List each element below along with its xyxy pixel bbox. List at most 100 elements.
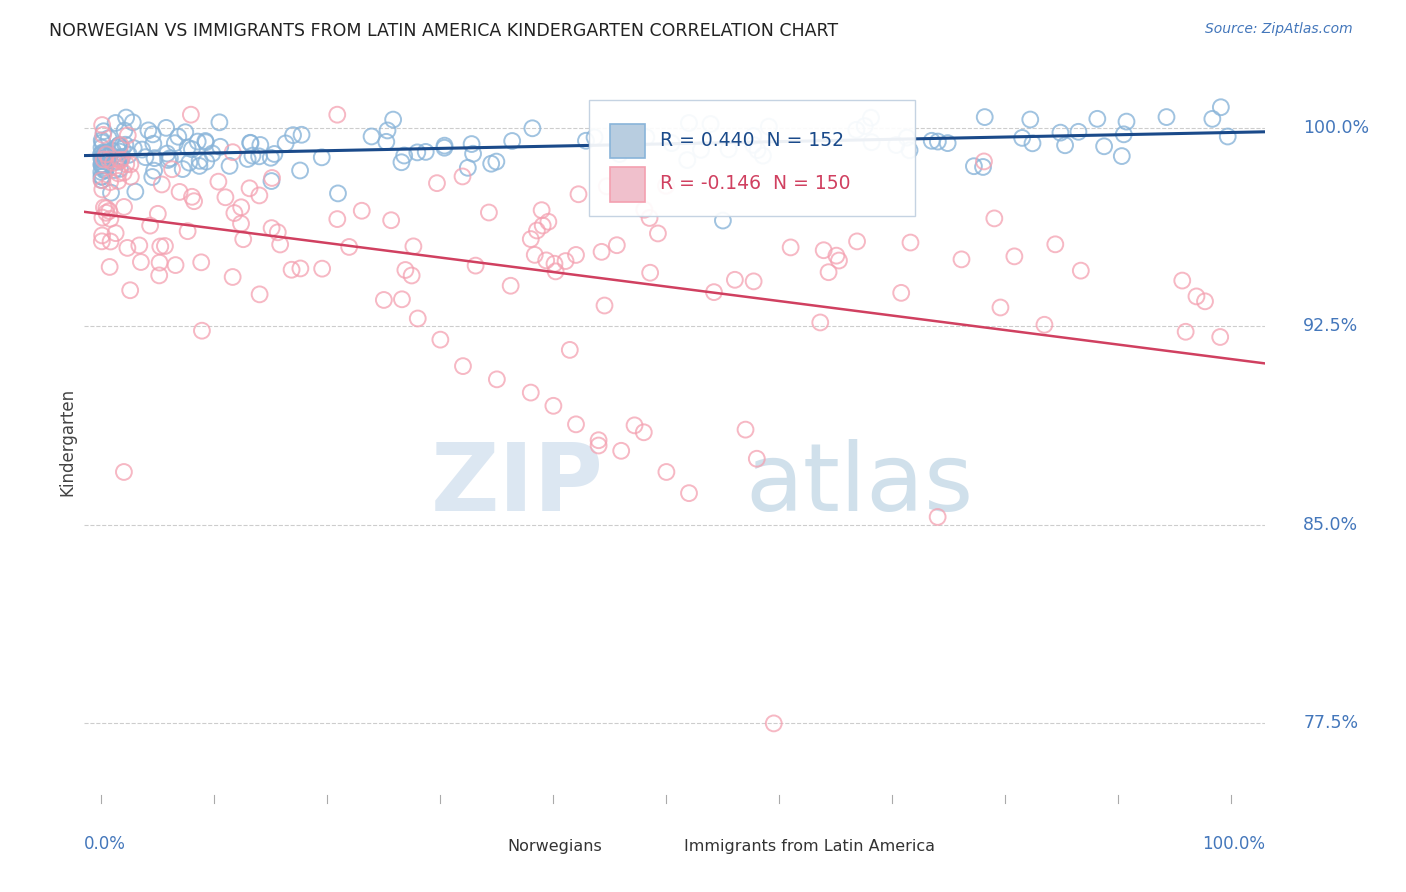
Text: 100.0%: 100.0% xyxy=(1303,119,1369,136)
Text: atlas: atlas xyxy=(745,439,974,531)
Point xyxy=(520,385,543,400)
Point xyxy=(90,158,112,172)
Point xyxy=(138,123,160,137)
Text: 92.5%: 92.5% xyxy=(1303,318,1358,335)
Point xyxy=(110,153,132,167)
Point xyxy=(520,232,543,246)
Point xyxy=(150,178,173,192)
Point xyxy=(717,142,740,156)
Point xyxy=(593,299,616,313)
Point xyxy=(478,205,501,219)
Point xyxy=(973,154,995,169)
Point xyxy=(1054,138,1077,153)
Point xyxy=(567,187,589,202)
Point xyxy=(274,136,297,151)
Point xyxy=(118,148,141,162)
Point xyxy=(1112,128,1135,142)
Point xyxy=(163,136,186,150)
Point xyxy=(111,150,134,164)
Point xyxy=(128,238,150,252)
Point xyxy=(326,108,349,122)
Point xyxy=(260,170,283,185)
Point xyxy=(326,212,349,227)
Point xyxy=(747,143,769,157)
Point xyxy=(575,134,598,148)
Point xyxy=(190,255,212,269)
Point xyxy=(526,223,548,237)
Point xyxy=(360,129,382,144)
Point xyxy=(845,123,868,137)
Point xyxy=(896,130,918,145)
Point xyxy=(406,311,429,326)
Point xyxy=(433,138,456,153)
Point xyxy=(554,254,576,268)
Point xyxy=(846,235,869,249)
Point xyxy=(927,135,949,149)
FancyBboxPatch shape xyxy=(610,124,645,158)
Point xyxy=(391,155,413,169)
Point xyxy=(623,418,645,433)
Point xyxy=(479,157,502,171)
Point xyxy=(936,136,959,150)
Point xyxy=(90,235,112,249)
Point xyxy=(983,211,1005,226)
Point xyxy=(107,174,129,188)
Point xyxy=(247,188,270,202)
Point xyxy=(172,162,194,177)
FancyBboxPatch shape xyxy=(589,100,915,216)
Point xyxy=(90,152,112,166)
Point xyxy=(950,252,973,267)
Point xyxy=(174,125,197,139)
Point xyxy=(610,443,633,458)
Point xyxy=(1011,131,1033,145)
Point xyxy=(112,465,135,479)
Point xyxy=(91,159,114,173)
Point xyxy=(1201,112,1223,126)
Point xyxy=(543,257,565,271)
Point xyxy=(101,155,124,169)
Point xyxy=(93,152,115,166)
Point xyxy=(311,261,333,276)
Point xyxy=(131,143,153,157)
Point xyxy=(963,159,986,173)
Point xyxy=(375,135,398,149)
Point xyxy=(93,148,115,162)
Point xyxy=(1185,289,1208,303)
Point xyxy=(108,145,131,159)
Point xyxy=(188,159,211,173)
Point xyxy=(239,136,262,150)
Point xyxy=(633,202,655,217)
Point xyxy=(530,203,553,218)
Point xyxy=(711,213,734,227)
Point xyxy=(90,140,112,154)
Point xyxy=(1070,263,1092,277)
Point xyxy=(209,140,232,154)
Point xyxy=(817,265,839,279)
Point xyxy=(260,221,283,235)
Point xyxy=(699,117,721,131)
Point xyxy=(522,121,544,136)
Point xyxy=(110,138,132,153)
Point xyxy=(183,194,205,209)
Point xyxy=(98,147,121,161)
Point xyxy=(153,239,176,253)
Point xyxy=(1111,149,1133,163)
Point xyxy=(93,161,115,175)
Point xyxy=(762,716,785,731)
Point xyxy=(927,510,949,524)
Point xyxy=(115,111,138,125)
Point xyxy=(114,123,136,137)
Point xyxy=(898,143,921,157)
Point xyxy=(337,240,360,254)
Point xyxy=(1156,110,1178,124)
Point xyxy=(724,273,747,287)
Point xyxy=(485,372,508,386)
Point xyxy=(156,146,179,161)
Point xyxy=(90,173,112,187)
Point xyxy=(105,140,128,154)
Text: 0.0%: 0.0% xyxy=(84,835,127,854)
Point xyxy=(890,285,912,300)
Text: 77.5%: 77.5% xyxy=(1303,714,1358,732)
Point xyxy=(176,140,198,154)
Point xyxy=(1171,274,1194,288)
